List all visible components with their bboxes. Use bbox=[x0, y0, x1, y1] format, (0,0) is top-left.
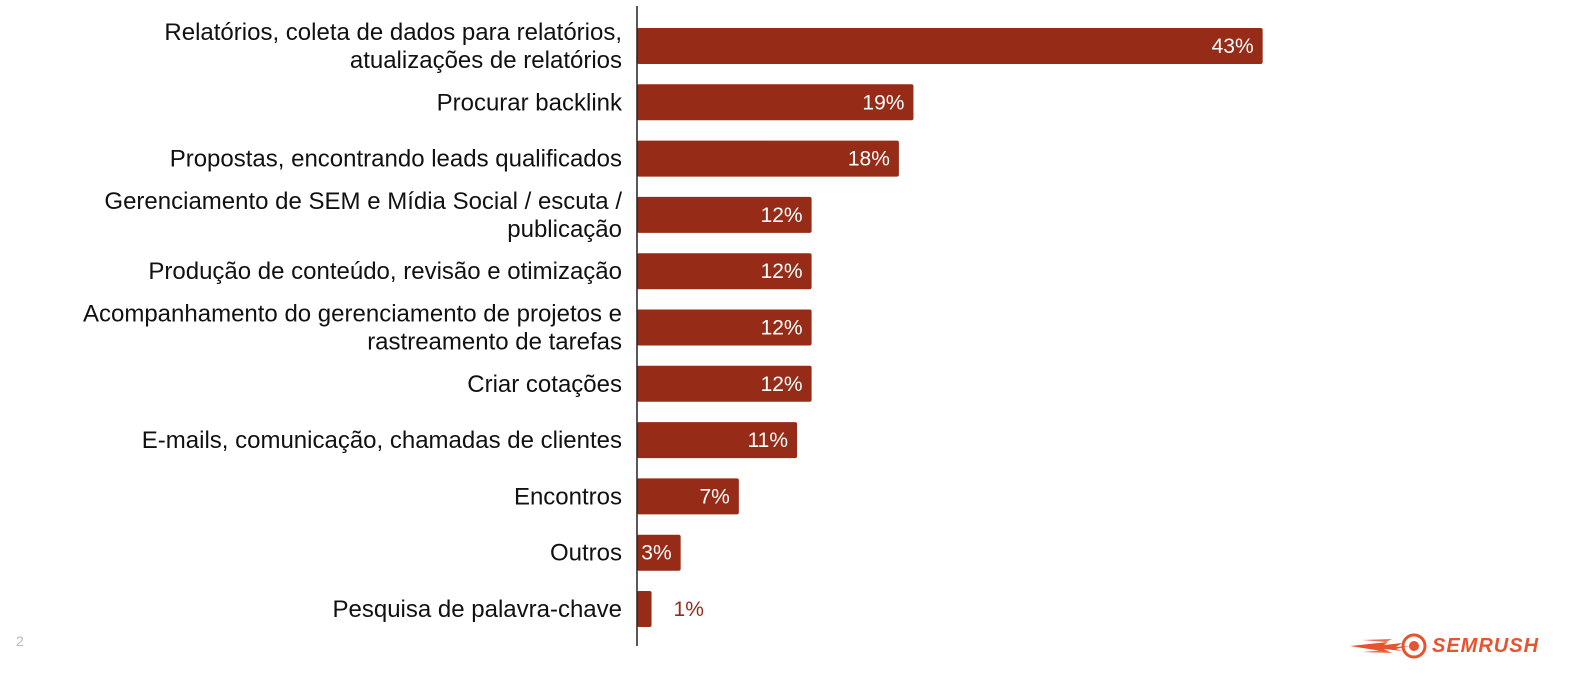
category-label-line: E-mails, comunicação, chamadas de client… bbox=[142, 427, 622, 454]
category-label-line: Produção de conteúdo, revisão e otimizaç… bbox=[148, 258, 622, 285]
category-label-line: Propostas, encontrando leads qualificado… bbox=[170, 146, 622, 173]
value-label: 1% bbox=[674, 598, 704, 621]
bar bbox=[637, 422, 798, 459]
value-label: 12% bbox=[761, 204, 803, 227]
category-label-line: Relatórios, coleta de dados para relatór… bbox=[164, 19, 622, 46]
bar bbox=[637, 196, 812, 233]
value-label: 12% bbox=[761, 317, 803, 340]
category-label-line: publicação bbox=[507, 216, 622, 243]
category-label-line: atualizações de relatórios bbox=[350, 47, 622, 74]
semrush-flame-logo-icon bbox=[1350, 633, 1427, 659]
category-label: Produção de conteúdo, revisão e otimizaç… bbox=[148, 258, 622, 285]
value-label: 19% bbox=[862, 91, 904, 114]
category-label-line: Pesquisa de palavra-chave bbox=[332, 596, 622, 623]
value-label: 18% bbox=[848, 148, 890, 171]
bar bbox=[637, 534, 681, 571]
category-label-line: Gerenciamento de SEM e Mídia Social / es… bbox=[104, 188, 622, 215]
value-label: 12% bbox=[761, 373, 803, 396]
category-label: E-mails, comunicação, chamadas de client… bbox=[142, 427, 622, 454]
category-label-line: Outros bbox=[550, 540, 622, 567]
value-label: 11% bbox=[748, 429, 788, 452]
category-label-line: Encontros bbox=[514, 483, 622, 510]
category-label: Criar cotações bbox=[467, 371, 622, 398]
bar bbox=[637, 253, 812, 290]
category-label: Acompanhamento do gerenciamento de proje… bbox=[83, 301, 622, 356]
semrush-logo: SEMRUSH bbox=[1348, 630, 1539, 662]
bar bbox=[637, 365, 812, 402]
value-label: 43% bbox=[1212, 35, 1254, 58]
category-labels-layer: Relatórios, coleta de dados para relatór… bbox=[83, 19, 623, 623]
bar bbox=[637, 591, 652, 627]
page-number: 2 bbox=[16, 633, 24, 649]
bar bbox=[637, 84, 914, 121]
category-label: Encontros bbox=[514, 483, 622, 510]
category-label-line: rastreamento de tarefas bbox=[367, 329, 622, 356]
category-label-line: Acompanhamento do gerenciamento de proje… bbox=[83, 301, 622, 328]
category-label: Relatórios, coleta de dados para relatór… bbox=[164, 19, 622, 74]
value-label: 7% bbox=[699, 485, 729, 508]
value-labels-layer: 43% 19% 18% 12% 12% 12% 12% 11% 7% 3% 1% bbox=[641, 35, 1253, 621]
bar bbox=[637, 478, 739, 515]
category-label: Gerenciamento de SEM e Mídia Social / es… bbox=[104, 188, 622, 243]
category-label: Pesquisa de palavra-chave bbox=[332, 596, 622, 623]
category-label: Procurar backlink bbox=[437, 89, 623, 116]
semrush-logo-text: SEMRUSH bbox=[1432, 634, 1540, 657]
value-label: 12% bbox=[761, 260, 803, 283]
bar bbox=[637, 140, 899, 177]
bars-layer bbox=[637, 28, 1263, 627]
bar bbox=[637, 28, 1263, 64]
category-label-line: Procurar backlink bbox=[437, 89, 623, 116]
value-label: 3% bbox=[641, 542, 671, 565]
category-label-line: Criar cotações bbox=[467, 371, 622, 398]
category-label: Propostas, encontrando leads qualificado… bbox=[170, 146, 622, 173]
bar bbox=[637, 309, 812, 346]
category-label: Outros bbox=[550, 540, 622, 567]
